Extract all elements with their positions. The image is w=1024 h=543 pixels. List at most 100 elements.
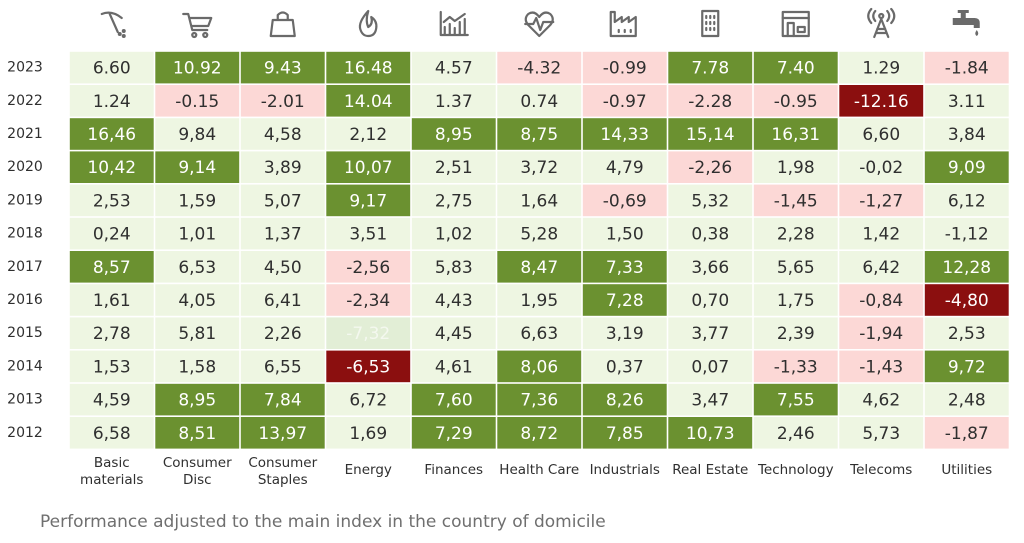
- cell-value-label: 16,31: [771, 125, 820, 145]
- cell-2017-finances: [411, 251, 496, 283]
- cell-2016-health-care: [497, 284, 582, 316]
- cell-2014-consumer-staples: [240, 350, 325, 383]
- cell-value-label: 4,61: [435, 357, 473, 377]
- category-label-finances: Finances: [424, 462, 483, 478]
- cell-value-label: 3,89: [264, 158, 302, 178]
- cell-value-label: 9,84: [178, 125, 216, 145]
- cell-2015-utilities: [924, 317, 1009, 349]
- cell-2021-telecoms: [839, 118, 924, 150]
- cell-2019-real-estate: [668, 184, 753, 217]
- cell-2014-technology: [753, 350, 838, 383]
- category-labels: Basic materials Consumer Disc Consumer Staple…: [80, 455, 992, 488]
- cell-value-label: 4,45: [435, 324, 473, 344]
- cell-2018-industrials: [582, 217, 667, 250]
- cell-2018-finances: [411, 217, 496, 250]
- cell-2012-telecoms: [839, 417, 924, 449]
- category-label-health-care: Health Care: [499, 462, 579, 478]
- antenna-tower-icon: [867, 7, 896, 39]
- cell-2017-consumer-disc: [155, 251, 240, 283]
- cell-2020-consumer-disc: [155, 151, 240, 183]
- cell-2013-finances: [411, 383, 496, 416]
- cell-value-label: 1,64: [520, 191, 558, 211]
- cell-2013-basic-materials: [69, 383, 154, 416]
- year-label-2018: 2018: [7, 226, 43, 242]
- year-label-2016: 2016: [7, 292, 43, 308]
- cell-value-label: -4.32: [517, 59, 561, 79]
- cell-2021-basic-materials: [69, 118, 154, 150]
- year-label-2017: 2017: [7, 259, 43, 275]
- cell-value-label: 8,57: [93, 258, 131, 278]
- cell-value-label: 2,53: [948, 324, 986, 344]
- year-labels: 2023 2022 2021 2020 2019 2018 2017 2016 2015 2014…: [7, 60, 43, 441]
- cell-value-label: 1,69: [349, 424, 387, 444]
- cell-value-label: -0.99: [603, 59, 647, 79]
- cell-2023-energy: [326, 51, 411, 84]
- cell-2014-health-care: [497, 350, 582, 383]
- cell-value-label: 7,60: [435, 391, 473, 411]
- cell-2020-real-estate: [668, 151, 753, 183]
- cell-2018-telecoms: [839, 217, 924, 250]
- cell-value-label: -4,80: [945, 291, 989, 311]
- cell-2021-energy: [326, 118, 411, 150]
- cell-2023-consumer-staples: [240, 51, 325, 84]
- cell-value-label: -2.28: [688, 92, 732, 112]
- cell-2019-finances: [411, 184, 496, 217]
- cell-2018-basic-materials: [69, 217, 154, 250]
- cell-2023-telecoms: [839, 51, 924, 84]
- cell-value-label: -0.97: [603, 92, 647, 112]
- cell-2018-consumer-staples: [240, 217, 325, 250]
- cell-2014-finances: [411, 350, 496, 383]
- cell-value-label: 1,53: [93, 357, 131, 377]
- cell-value-label: 2,39: [777, 324, 815, 344]
- computer-icon: [781, 10, 810, 38]
- cell-2016-consumer-disc: [155, 284, 240, 316]
- cell-2012-technology: [753, 417, 838, 449]
- cell-value-label: 1,59: [178, 191, 216, 211]
- cell-value-label: 2,46: [777, 424, 815, 444]
- cell-value-label: 1.37: [435, 92, 473, 112]
- cell-value-label: 10,07: [344, 158, 393, 178]
- category-label-real-estate: Real Estate: [672, 462, 748, 478]
- cell-value-label: 8,26: [606, 391, 644, 411]
- cell-value-label: -12.16: [854, 92, 909, 112]
- cell-2013-real-estate: [668, 383, 753, 416]
- cell-value-label: 8,95: [178, 391, 216, 411]
- category-label-basic-materials: Basic materials: [80, 455, 143, 488]
- cell-2020-utilities: [924, 151, 1009, 183]
- cell-2015-consumer-staples: [240, 317, 325, 349]
- cell-2019-consumer-staples: [240, 184, 325, 217]
- year-label-2014: 2014: [7, 358, 43, 374]
- cell-2022-utilities: [924, 85, 1009, 117]
- cell-2019-industrials: [582, 184, 667, 217]
- category-label-consumer-disc: Consumer Disc: [163, 455, 232, 488]
- cell-value-label: 3,66: [691, 258, 729, 278]
- cell-value-label: 0,24: [93, 225, 131, 245]
- cell-value-label: 5,65: [777, 258, 815, 278]
- category-label-industrials: Industrials: [590, 462, 660, 478]
- cell-2017-technology: [753, 251, 838, 283]
- cell-2016-technology: [753, 284, 838, 316]
- cell-2016-basic-materials: [69, 284, 154, 316]
- cell-value-label: 5,28: [520, 225, 558, 245]
- cell-2015-basic-materials: [69, 317, 154, 349]
- cell-value-label: 4,62: [862, 391, 900, 411]
- cell-2013-health-care: [497, 383, 582, 416]
- cell-value-label: 3,72: [520, 158, 558, 178]
- cell-2015-consumer-disc: [155, 317, 240, 349]
- cell-value-label: 1,75: [777, 291, 815, 311]
- cell-2014-basic-materials: [69, 350, 154, 383]
- cell-value-label: 3,84: [948, 125, 986, 145]
- cell-value-label: 1,95: [520, 291, 558, 311]
- cell-value-label: 4.57: [435, 59, 473, 79]
- cell-value-label: 10,73: [686, 424, 735, 444]
- cell-2023-basic-materials: [69, 51, 154, 84]
- cell-value-label: 8,95: [435, 125, 473, 145]
- water-tap-icon: [952, 10, 980, 36]
- factory-icon: [609, 10, 637, 38]
- cell-value-label: 1,02: [435, 225, 473, 245]
- cell-2017-consumer-staples: [240, 251, 325, 283]
- cell-2017-utilities: [924, 251, 1009, 283]
- cell-2013-industrials: [582, 383, 667, 416]
- cell-value-label: 3,51: [349, 225, 387, 245]
- cell-2012-consumer-staples: [240, 417, 325, 449]
